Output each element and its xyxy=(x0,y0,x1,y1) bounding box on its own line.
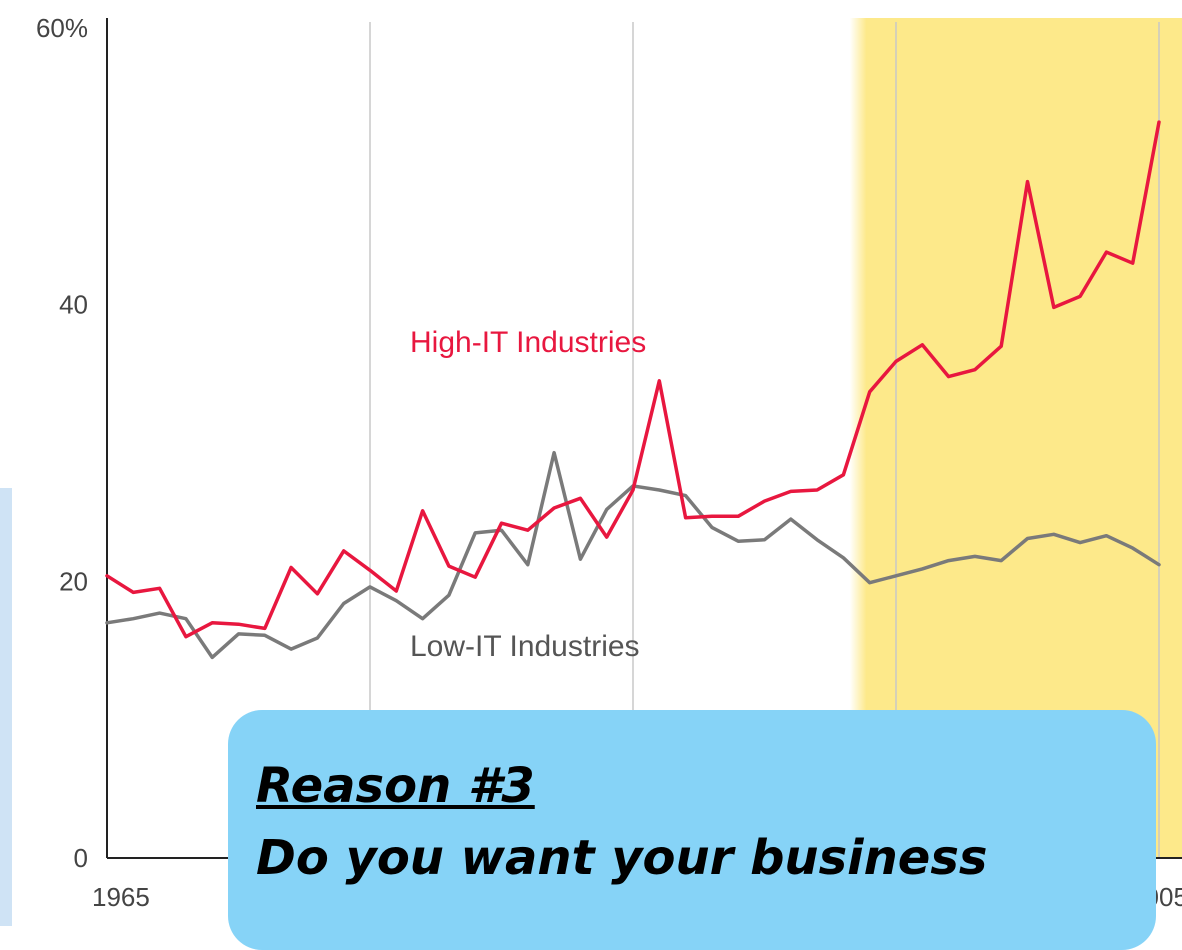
series-line-high-it xyxy=(105,120,1161,639)
side-panel xyxy=(0,488,12,926)
y-tick-60: 60% xyxy=(36,13,88,43)
y-tick-labels: 0 20 40 60% xyxy=(36,13,88,873)
y-tick-40: 40 xyxy=(59,290,88,320)
y-tick-0: 0 xyxy=(74,843,88,873)
x-tick-1965: 1965 xyxy=(92,882,150,912)
y-tick-20: 20 xyxy=(59,566,88,596)
callout-box: Reason #3 Do you want your business xyxy=(228,710,1156,950)
series-lines xyxy=(105,120,1161,660)
series-label-high-it: High-IT Industries xyxy=(410,326,646,359)
callout-text: Do you want your business xyxy=(256,830,988,886)
callout-heading: Reason #3 xyxy=(256,758,535,814)
series-label-low-it: Low-IT Industries xyxy=(410,630,640,663)
